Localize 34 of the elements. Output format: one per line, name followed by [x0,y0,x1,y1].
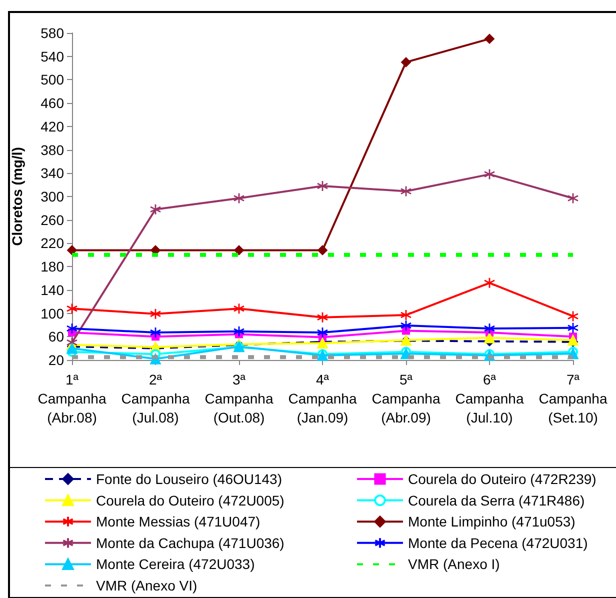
legend-label: Monte Messias (471U047) [96,514,260,530]
y-tick-label: 380 [40,142,64,158]
legend-label: VMR (Anexo VI) [96,578,198,594]
y-tick-label: 220 [40,235,64,252]
y-tick-label: 140 [40,282,64,298]
y-tick-label: 180 [40,258,64,275]
legend-label: Monte da Cachupa (471U036) [96,534,284,551]
y-tick-label: 500 [40,72,64,88]
legend-label: VMR (Anexo I) [408,556,500,572]
x-tick-label: 1ª Campanha (Abr.08) [38,372,106,426]
x-tick-label: 4ª Campanha (Jan.09) [288,372,357,426]
y-tick-label: 60 [48,328,64,345]
x-tick-label: 7ª Campanha (Set.10) [538,372,608,426]
legend-label: Monte Cereira (472U033) [96,556,255,572]
y-tick-label: 260 [40,212,64,228]
y-tick-label: 580 [40,25,64,41]
y-tick-label: 540 [40,48,64,64]
legend-label: Courela do Outeiro (472U005) [96,492,284,508]
legend-label: Courela do Outeiro (472R239) [408,471,596,487]
legend-label: Fonte do Louseiro (46OU143) [96,471,282,487]
x-tick-label: 6ª Campanha (Jul.10) [455,372,524,426]
y-tick-label: 100 [40,305,64,322]
y-tick-label: 460 [40,95,64,112]
y-axis-title: Cloretos (mg/l) [9,147,25,246]
legend-label: Monte Limpinho (471u053) [408,514,576,530]
x-tick-label: 2ª Campanha (Jul.08) [121,372,190,426]
legend-label: Monte da Pecena (472U031) [408,534,588,551]
y-tick-label: 300 [40,188,64,204]
y-tick-label: 20 [48,352,64,368]
x-tick-label: 5ª Campanha (Abr.09) [372,372,440,426]
legend-label: Courela da Serra (471R486) [408,492,585,508]
x-tick-label: 3ª Campanha (Out.08) [204,372,274,426]
y-tick-label: 420 [40,118,64,134]
y-tick-label: 340 [40,165,64,182]
